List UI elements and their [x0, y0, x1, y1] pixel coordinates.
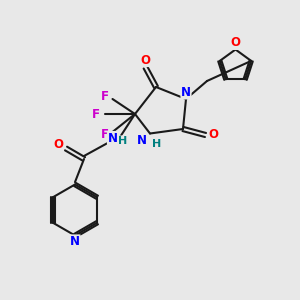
- Text: O: O: [140, 53, 151, 67]
- Text: F: F: [101, 89, 109, 103]
- Text: N: N: [107, 131, 118, 145]
- Text: O: O: [53, 137, 64, 151]
- Text: F: F: [101, 128, 109, 142]
- Text: H: H: [118, 136, 127, 146]
- Text: N: N: [137, 134, 147, 148]
- Text: O: O: [208, 128, 218, 142]
- Text: H: H: [152, 139, 161, 149]
- Text: F: F: [92, 107, 100, 121]
- Text: O: O: [230, 36, 241, 50]
- Text: N: N: [181, 86, 191, 99]
- Text: N: N: [70, 235, 80, 248]
